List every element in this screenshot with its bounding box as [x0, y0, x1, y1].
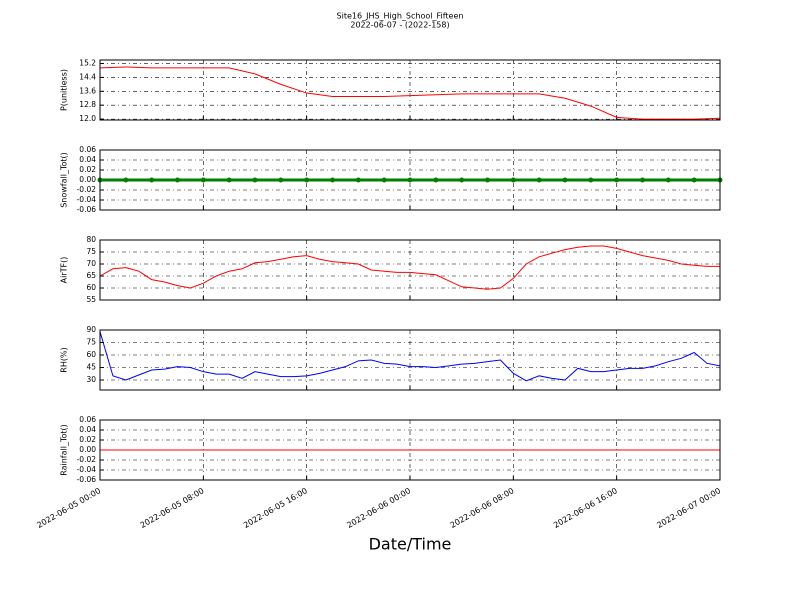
data-marker	[330, 177, 335, 183]
x-tick-label: 2022-06-05 16:00	[242, 486, 309, 530]
y-tick-label: 13.6	[79, 86, 96, 95]
x-tick-label: 2022-06-06 08:00	[449, 486, 516, 530]
data-marker	[252, 177, 258, 183]
plot-frame	[99, 329, 721, 391]
x-tick-label: 2022-06-07 00:00	[655, 486, 722, 530]
data-line	[99, 66, 721, 120]
y-tick-label: -0.02	[77, 185, 97, 194]
x-tick-label: 2022-06-06 16:00	[552, 486, 619, 530]
plot-frame	[99, 419, 721, 481]
y-tick-label: 0.00	[79, 445, 96, 454]
plot-frame	[99, 239, 721, 301]
y-tick-label: 0.06	[79, 145, 96, 154]
y-tick-label: 80	[86, 235, 96, 244]
data-marker	[588, 177, 594, 183]
y-axis-label: Snowfall_Tot()	[60, 152, 69, 208]
data-marker	[665, 177, 671, 183]
x-tick-label: 2022-06-05 00:00	[35, 486, 102, 530]
chart-subtitle: 2022-06-07 - (2022-158)	[350, 21, 449, 30]
data-marker	[407, 177, 413, 183]
chart-title: Site16_JHS_High_School_Fifteen	[337, 12, 464, 21]
y-tick-label: 0.06	[79, 415, 96, 424]
data-line	[99, 245, 720, 290]
data-marker	[200, 177, 206, 183]
plot-frame	[99, 59, 721, 121]
y-axis-label: Rainfall_Tot()	[60, 424, 69, 476]
x-tick-label: 2022-06-06 00:00	[345, 486, 412, 530]
y-tick-label: -0.04	[77, 195, 97, 204]
y-tick-label: 55	[86, 295, 96, 304]
y-tick-label: 70	[86, 259, 96, 268]
x-axis-label: Date/Time	[369, 535, 452, 554]
data-marker	[536, 177, 542, 183]
y-tick-label: 0.04	[79, 155, 96, 164]
data-marker	[459, 177, 465, 183]
y-tick-label: -0.02	[77, 455, 97, 464]
y-tick-label: 15.2	[79, 58, 96, 67]
y-tick-label: 0.02	[79, 165, 96, 174]
data-marker	[510, 177, 516, 183]
data-marker	[691, 177, 697, 183]
y-tick-label: 12.8	[79, 100, 96, 109]
y-tick-label: 60	[86, 350, 96, 359]
data-marker	[485, 177, 490, 183]
data-marker	[355, 177, 361, 183]
data-marker	[175, 177, 180, 183]
data-line	[99, 331, 721, 382]
y-tick-label: 75	[86, 247, 96, 256]
x-tick-label: 2022-06-05 08:00	[139, 486, 206, 530]
y-tick-label: 65	[86, 271, 96, 280]
data-marker	[149, 177, 155, 183]
data-marker	[304, 177, 310, 183]
y-tick-label: -0.06	[77, 475, 97, 484]
y-tick-label: -0.04	[77, 465, 97, 474]
y-tick-label: 14.4	[79, 72, 96, 81]
y-axis-label: AirTF()	[60, 257, 69, 284]
y-axis-label: P(unitless)	[60, 69, 69, 111]
y-tick-label: 0.04	[79, 425, 96, 434]
y-axis-label: RH(%)	[60, 347, 69, 372]
y-tick-label: 45	[86, 363, 96, 372]
y-tick-label: 60	[86, 283, 96, 292]
y-tick-label: 90	[86, 325, 96, 334]
data-marker	[614, 177, 620, 183]
data-marker	[278, 177, 284, 183]
y-tick-label: 30	[86, 375, 96, 384]
y-tick-label: 75	[86, 338, 96, 347]
data-marker	[226, 177, 232, 183]
plot-frame	[99, 149, 721, 211]
y-tick-label: 0.02	[79, 435, 96, 444]
data-marker	[381, 177, 387, 183]
data-marker	[640, 177, 645, 183]
data-marker	[123, 177, 129, 183]
y-tick-label: -0.06	[77, 205, 97, 214]
data-marker	[562, 177, 568, 183]
data-marker	[433, 177, 439, 183]
y-tick-label: 12.0	[79, 114, 96, 123]
y-tick-label: 0.00	[79, 175, 96, 184]
